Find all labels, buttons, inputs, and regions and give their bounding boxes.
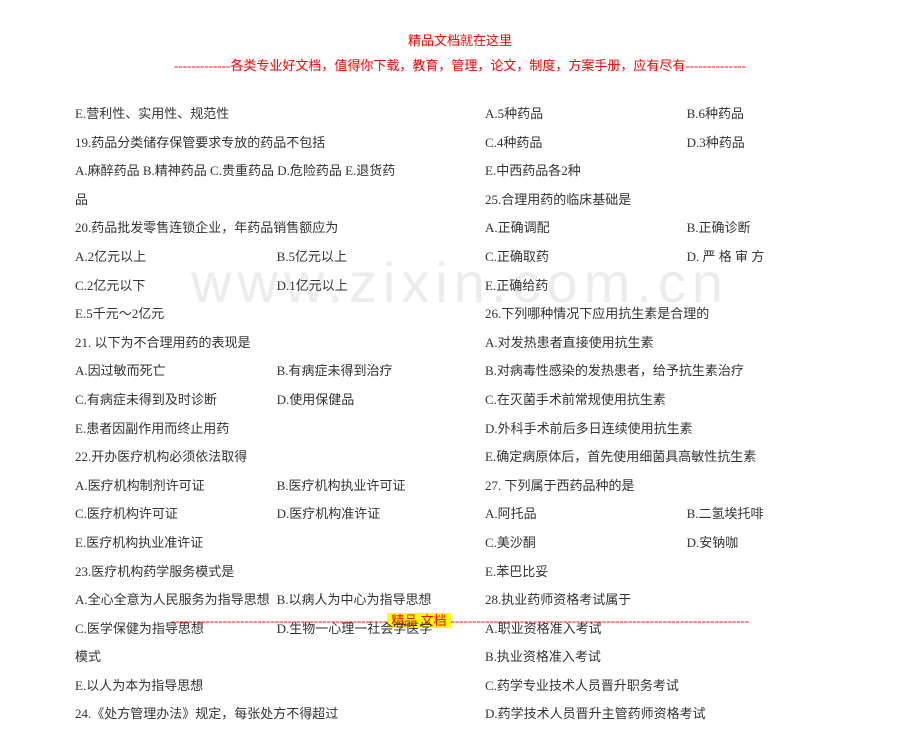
opt-c: C.正确取药 [485, 243, 687, 272]
text-line: 品 [75, 186, 435, 215]
opt-a: A.全心全意为人民服务为指导思想 [75, 586, 277, 615]
opt-a: A.因过敏而死亡 [75, 357, 277, 386]
text-line: C.医疗机构许可证D.医疗机构准许证 [75, 500, 435, 529]
page-container: 精品文档就在这里 -------------各类专业好文档，值得你下载，教育，管… [0, 0, 920, 729]
opt-d: D. 严 格 审 方 [687, 243, 845, 272]
opt-c: C.美沙酮 [485, 529, 687, 558]
opt-b: B.二氢埃托啡 [687, 500, 845, 529]
header-title: 精品文档就在这里 [75, 30, 845, 49]
text-line: A.因过敏而死亡B.有病症未得到治疗 [75, 357, 435, 386]
text-line: D.药学技术人员晋升主管药师资格考试 [485, 700, 845, 729]
text-line: 25.合理用药的临床基础是 [485, 186, 845, 215]
text-line: E.5千元～2亿元 [75, 300, 435, 329]
text-line: A.职业资格准入考试 [485, 615, 845, 644]
text-line: E.以人为本为指导思想 [75, 672, 435, 701]
text-line: B.对病毒性感染的发热患者，给予抗生素治疗 [485, 357, 845, 386]
text-line: C.医学保健为指导思想D.生物一心理一社会学医学 [75, 615, 435, 644]
text-line: 27. 下列属于西药品种的是 [485, 472, 845, 501]
opt-c: C.医疗机构许可证 [75, 500, 277, 529]
text-line: E.营利性、实用性、规范性 [75, 100, 435, 129]
opt-b: B.正确诊断 [687, 214, 845, 243]
text-line: 23.医疗机构药学服务模式是 [75, 558, 435, 587]
text-line: 22.开办医疗机构必须依法取得 [75, 443, 435, 472]
text-line: A.医疗机构制剂许可证B.医疗机构执业许可证 [75, 472, 435, 501]
text-line: 20.药品批发零售连锁企业，年药品销售额应为 [75, 214, 435, 243]
left-column: E.营利性、实用性、规范性 19.药品分类储存保管要求专放的药品不包括 A.麻醉… [75, 100, 435, 729]
opt-c: C.医学保健为指导思想 [75, 615, 277, 644]
text-line: A.对发热患者直接使用抗生素 [485, 329, 845, 358]
opt-d: D.医疗机构准许证 [277, 500, 435, 529]
opt-b: B.医疗机构执业许可证 [277, 472, 435, 501]
opt-a: A.阿托品 [485, 500, 687, 529]
opt-c: C.有病症未得到及时诊断 [75, 386, 277, 415]
text-line: A.麻醉药品 B.精神药品 C.贵重药品 D.危险药品 E.退货药 [75, 157, 435, 186]
text-line: 24.《处方管理办法》规定，每张处方不得超过 [75, 700, 435, 729]
text-line: E.中西药品各2种 [485, 157, 845, 186]
opt-b: B.5亿元以上 [277, 243, 435, 272]
text-line: C.药学专业技术人员晋升职务考试 [485, 672, 845, 701]
opt-c: C.2亿元以下 [75, 272, 277, 301]
text-line: 26.下列哪种情况下应用抗生素是合理的 [485, 300, 845, 329]
opt-b: B.6种药品 [687, 100, 845, 129]
header-subtitle: -------------各类专业好文档，值得你下载，教育，管理，论文，制度，方… [75, 55, 845, 74]
opt-d: D.安钠咖 [687, 529, 845, 558]
text-line: C.有病症未得到及时诊断D.使用保健品 [75, 386, 435, 415]
content-columns: E.营利性、实用性、规范性 19.药品分类储存保管要求专放的药品不包括 A.麻醉… [75, 100, 845, 729]
text-line: 28.执业药师资格考试属于 [485, 586, 845, 615]
text-line: 模式 [75, 643, 435, 672]
right-column: A.5种药品B.6种药品 C.4种药品D.3种药品 E.中西药品各2种 25.合… [485, 100, 845, 729]
text-line: C.2亿元以下D.1亿元以上 [75, 272, 435, 301]
opt-c: C.4种药品 [485, 129, 687, 158]
opt-d: D.生物一心理一社会学医学 [277, 615, 435, 644]
text-line: 21. 以下为不合理用药的表现是 [75, 329, 435, 358]
text-line: C.在灭菌手术前常规使用抗生素 [485, 386, 845, 415]
opt-d: D.1亿元以上 [277, 272, 435, 301]
text-line: E.苯巴比妥 [485, 558, 845, 587]
text-line: E.医疗机构执业准许证 [75, 529, 435, 558]
opt-b: B.有病症未得到治疗 [277, 357, 435, 386]
text-line: E.患者因副作用而终止用药 [75, 415, 435, 444]
text-line: E.正确给药 [485, 272, 845, 301]
text-line: C.4种药品D.3种药品 [485, 129, 845, 158]
opt-a: A.2亿元以上 [75, 243, 277, 272]
text-line: D.外科手术前后多日连续使用抗生素 [485, 415, 845, 444]
text-line: B.执业资格准入考试 [485, 643, 845, 672]
text-line: A.正确调配B.正确诊断 [485, 214, 845, 243]
opt-d: D.使用保健品 [277, 386, 435, 415]
opt-b: B.以病人为中心为指导思想 [277, 586, 435, 615]
text-line: A.全心全意为人民服务为指导思想B.以病人为中心为指导思想 [75, 586, 435, 615]
text-line: C.美沙酮D.安钠咖 [485, 529, 845, 558]
text-line: A.5种药品B.6种药品 [485, 100, 845, 129]
text-line: 19.药品分类储存保管要求专放的药品不包括 [75, 129, 435, 158]
opt-a: A.正确调配 [485, 214, 687, 243]
text-line: A.阿托品B.二氢埃托啡 [485, 500, 845, 529]
text-line: A.2亿元以上B.5亿元以上 [75, 243, 435, 272]
opt-a: A.医疗机构制剂许可证 [75, 472, 277, 501]
opt-a: A.5种药品 [485, 100, 687, 129]
text-line: C.正确取药D. 严 格 审 方 [485, 243, 845, 272]
text-line: E.确定病原体后，首先使用细菌具高敏性抗生素 [485, 443, 845, 472]
opt-d: D.3种药品 [687, 129, 845, 158]
